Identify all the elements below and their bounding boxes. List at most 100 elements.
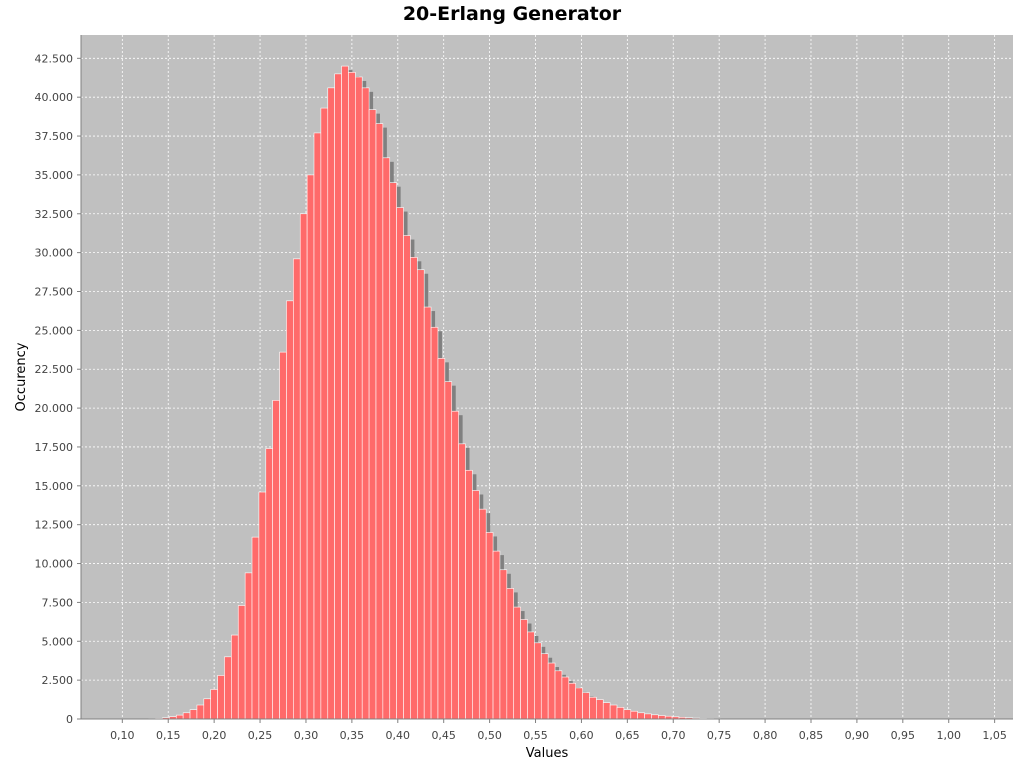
histogram-bar bbox=[596, 699, 604, 720]
histogram-bar bbox=[382, 157, 391, 720]
y-tick-label: 17.500 bbox=[35, 441, 74, 454]
y-tick-label: 30.000 bbox=[35, 247, 74, 260]
histogram-bar bbox=[182, 712, 191, 720]
histogram-bar bbox=[485, 532, 494, 720]
histogram-bar bbox=[609, 704, 618, 720]
histogram-bar bbox=[506, 588, 515, 720]
histogram-bar bbox=[279, 351, 287, 720]
histogram-bar bbox=[451, 410, 459, 720]
x-axis-title: Values bbox=[526, 746, 569, 761]
y-tick-label: 25.000 bbox=[35, 324, 74, 337]
y-tick-label: 10.000 bbox=[35, 558, 74, 571]
histogram-bar bbox=[644, 713, 652, 720]
histogram-bar bbox=[520, 619, 528, 720]
x-tick-label: 1,00 bbox=[936, 729, 961, 742]
x-tick-label: 0,35 bbox=[340, 729, 365, 742]
histogram-bar bbox=[651, 714, 659, 720]
x-tick-label: 0,85 bbox=[799, 729, 824, 742]
histogram-bar bbox=[568, 682, 576, 720]
histogram-bar bbox=[224, 656, 232, 720]
histogram-bar bbox=[293, 258, 301, 720]
y-tick-label: 15.000 bbox=[35, 480, 74, 493]
histogram-bar bbox=[251, 536, 260, 720]
x-tick-label: 0,40 bbox=[386, 729, 411, 742]
histogram-bar bbox=[286, 300, 294, 720]
y-axis-ticks: 0 2.500 5.000 7.500 10.000 12.500 15.000 17.500… bbox=[35, 52, 81, 726]
histogram-bar bbox=[175, 714, 184, 720]
histogram-bar bbox=[534, 642, 542, 720]
histogram-bar bbox=[355, 76, 363, 720]
histogram-bar bbox=[237, 605, 246, 720]
x-tick-label: 0,70 bbox=[661, 729, 686, 742]
x-tick-label: 0,65 bbox=[615, 729, 640, 742]
histogram-bar bbox=[210, 689, 218, 720]
x-tick-label: 0,45 bbox=[431, 729, 456, 742]
histogram-bar bbox=[417, 269, 425, 720]
histogram-bar bbox=[472, 490, 480, 720]
histogram-bar bbox=[334, 73, 342, 720]
histogram-bar bbox=[389, 182, 397, 720]
histogram-bar bbox=[244, 572, 253, 720]
histogram-bar bbox=[306, 174, 315, 720]
y-tick-label: 0 bbox=[66, 713, 73, 726]
histogram-bar bbox=[196, 704, 205, 720]
histogram-bar bbox=[361, 87, 370, 720]
bars bbox=[141, 65, 769, 720]
histogram-bar bbox=[575, 687, 583, 720]
histogram-bar bbox=[458, 443, 466, 720]
y-tick-label: 27.500 bbox=[35, 286, 74, 299]
y-tick-label: 32.500 bbox=[35, 208, 74, 221]
histogram-bar bbox=[320, 107, 329, 720]
histogram-bar bbox=[561, 676, 570, 720]
x-tick-label: 0,15 bbox=[156, 729, 181, 742]
y-tick-label: 37.500 bbox=[35, 130, 74, 143]
histogram-bar bbox=[217, 675, 225, 720]
histogram-bar bbox=[499, 569, 508, 720]
x-tick-label: 0,55 bbox=[523, 729, 548, 742]
histogram-bar bbox=[327, 87, 335, 720]
histogram-bar bbox=[258, 491, 267, 720]
y-tick-label: 7.500 bbox=[42, 596, 74, 609]
histogram-bar bbox=[465, 469, 473, 720]
x-tick-label: 1,05 bbox=[982, 729, 1007, 742]
y-tick-label: 12.500 bbox=[35, 519, 74, 532]
histogram-bar bbox=[265, 448, 273, 720]
histogram-bar bbox=[637, 712, 645, 720]
histogram-bar bbox=[313, 132, 322, 720]
histogram-bar bbox=[616, 707, 625, 720]
histogram-bar bbox=[527, 631, 535, 720]
histogram-bar bbox=[658, 715, 666, 720]
histogram-bar bbox=[348, 72, 356, 720]
y-tick-label: 35.000 bbox=[35, 169, 74, 182]
histogram-bar bbox=[375, 123, 384, 720]
y-tick-label: 5.000 bbox=[42, 635, 74, 648]
x-tick-label: 0,25 bbox=[248, 729, 273, 742]
histogram-bar bbox=[444, 381, 453, 720]
x-tick-label: 0,90 bbox=[845, 729, 870, 742]
histogram-bar bbox=[368, 109, 377, 720]
x-tick-label: 0,30 bbox=[294, 729, 319, 742]
histogram-bar bbox=[189, 709, 198, 720]
x-tick-label: 0,50 bbox=[477, 729, 502, 742]
histogram-bar bbox=[437, 358, 446, 720]
x-tick-label: 0,20 bbox=[202, 729, 227, 742]
y-tick-label: 2.500 bbox=[42, 674, 74, 687]
histogram-bar bbox=[602, 702, 611, 720]
histogram-bar bbox=[430, 326, 439, 720]
histogram-bar bbox=[423, 306, 432, 720]
histogram-bar bbox=[403, 235, 411, 720]
x-tick-label: 0,95 bbox=[891, 729, 916, 742]
y-axis-title: Occurency bbox=[14, 342, 29, 411]
histogram-bar bbox=[299, 213, 308, 720]
histogram-bar bbox=[554, 670, 563, 720]
histogram-bar bbox=[396, 207, 404, 720]
y-tick-label: 42.500 bbox=[35, 52, 74, 65]
histogram-bar bbox=[547, 662, 556, 720]
histogram-bar bbox=[623, 709, 632, 720]
x-tick-label: 0,80 bbox=[753, 729, 778, 742]
plot-area bbox=[81, 35, 1013, 719]
histogram-bar bbox=[272, 400, 280, 720]
histogram-bar bbox=[630, 710, 638, 720]
x-tick-label: 0,75 bbox=[707, 729, 732, 742]
